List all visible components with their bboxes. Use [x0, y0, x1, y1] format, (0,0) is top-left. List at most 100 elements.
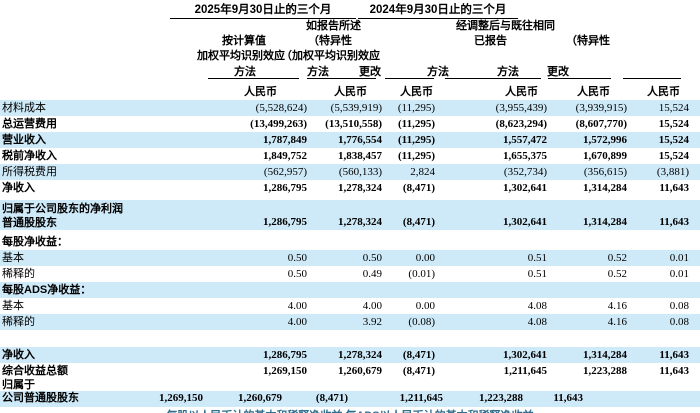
cell-value: 4.00: [362, 300, 382, 312]
cell-value: (356,615): [583, 166, 627, 178]
cell-value: (8,607,770): [575, 118, 627, 130]
sub-header-calculated-value: 按计算值: [222, 35, 266, 47]
row-label: 材料成本: [2, 102, 46, 114]
cell-value: (11,295): [397, 102, 435, 114]
cell-value: 15,524: [658, 150, 689, 162]
row-label: 每股净收益：: [2, 236, 68, 248]
cell-value: 1,260,679: [238, 392, 282, 404]
cell-value: 1,269,150: [263, 365, 307, 377]
cell-value: 4.08: [527, 300, 547, 312]
period-header-2025: 2025年9月30日止的三个月: [170, 1, 356, 19]
table-row: [0, 330, 700, 347]
cell-value: 0.50: [362, 252, 382, 264]
cell-value: (0.08): [408, 316, 435, 328]
table-row: 稀释的 4.00 3.92 (0.08) 4.08 4.16 0.08: [0, 314, 700, 330]
table-row: 所得税费用 (562,957) (560,133) 2,824 (352,734) (35…: [0, 164, 700, 180]
table-row: 基本 4.00 4.00 0.00 4.08 4.16 0.08: [0, 298, 700, 314]
row-label: 净收入: [2, 182, 35, 194]
group-header-as-reported: 如报告所述: [306, 20, 361, 32]
sub-header-reported: 已报告: [474, 35, 507, 47]
cell-value: 3.92: [362, 316, 382, 328]
cell-value: 1,557,472: [503, 134, 547, 146]
cell-value: (3,881): [656, 166, 689, 178]
row-label: 净收入: [2, 349, 35, 361]
cell-value: 1,211,645: [399, 392, 443, 404]
table-row: 税前净收入 1,849,752 1,838,457 (11,295) 1,655,375…: [0, 148, 700, 164]
cell-value: 1,260,679: [338, 365, 382, 377]
cell-value: 1,787,849: [263, 134, 307, 146]
row-label: 税前净收入: [2, 150, 57, 162]
row-label: 基本: [2, 252, 24, 264]
column-underline: [548, 78, 611, 79]
table-row: 归属于公司股东的净利润 普通股股东 1,286,795 1,278,324 (8,471…: [0, 200, 700, 230]
currency-label: 人民币: [505, 86, 538, 98]
row-label: 每股ADS净收益：: [2, 284, 92, 296]
column-underline: [385, 78, 434, 79]
currency-label: 人民币: [577, 86, 610, 98]
cell-value: (11,295): [398, 118, 435, 130]
column-underline: [307, 78, 376, 79]
cell-value: 1,314,284: [583, 216, 627, 228]
table-row: 总运营费用 (13,499,263) (13,510,558) (11,295) (8,…: [0, 116, 700, 132]
cell-value: 1,278,324: [338, 349, 382, 361]
cell-value: 0.49: [362, 268, 382, 280]
cell-value: (8,471): [315, 392, 348, 404]
table-row: 营业收入 1,787,849 1,776,554 (11,295) 1,557,472 1…: [0, 132, 700, 148]
cell-value: (13,499,263): [250, 118, 307, 130]
cell-value: (8,471): [402, 365, 435, 377]
cell-value: 1,302,641: [503, 182, 547, 194]
cell-value: 0.00: [415, 300, 435, 312]
table-row: 稀释的 0.50 0.49 (0.01) 0.51 0.52 0.01: [0, 266, 700, 282]
change-header-1: 更改: [359, 66, 381, 78]
cell-value: 1,223,288: [583, 365, 627, 377]
row-label: 稀释的: [2, 316, 35, 328]
cell-value: 0.00: [415, 252, 435, 264]
sub-header-weighted-average-2: （加权平均识别效应: [281, 50, 380, 62]
cell-value: 4.00: [287, 300, 307, 312]
currency-label: 人民币: [400, 86, 433, 98]
column-underline: [623, 78, 681, 79]
table-body: 材料成本 (5,528,624) (5,539,919) (11,295) (3,955…: [0, 100, 700, 407]
row-label: 营业收入: [2, 134, 46, 146]
cell-value: (11,295): [398, 150, 435, 162]
cell-value: 1,223,288: [479, 392, 523, 404]
cell-value: 11,643: [553, 392, 583, 404]
cell-value: 1,278,324: [338, 216, 382, 228]
cell-value: (8,471): [402, 349, 435, 361]
cell-value: (3,939,915): [575, 102, 627, 114]
cell-value: 11,643: [659, 365, 689, 377]
cell-value: 4.16: [607, 300, 627, 312]
row-label: 稀释的: [2, 268, 35, 280]
method-header-4: 方法: [497, 66, 519, 78]
cell-value: 1,286,795: [263, 182, 307, 194]
cell-value: 15,524: [658, 134, 689, 146]
currency-label: 人民币: [647, 86, 680, 98]
cell-value: 1,655,375: [503, 150, 547, 162]
cell-value: 0.50: [287, 252, 307, 264]
cell-value: 4.16: [607, 316, 627, 328]
cell-value: 11,643: [659, 216, 689, 228]
cell-value: 1,314,284: [583, 349, 627, 361]
cell-value: 11,643: [659, 182, 689, 194]
cell-value: 4.08: [527, 316, 547, 328]
method-header-1: 方法: [234, 66, 256, 78]
table-row: 净收入 1,286,795 1,278,324 (8,471) 1,302,641 1,3…: [0, 347, 700, 363]
cell-value: 1,278,324: [338, 182, 382, 194]
period-header-2024: 2024年9月30日止的三个月: [358, 1, 518, 19]
row-label: 所得税费用: [2, 166, 57, 178]
sub-header-specificity-1: （特异性: [308, 35, 352, 47]
cell-value: 1,314,284: [583, 182, 627, 194]
cell-value: 0.52: [607, 252, 627, 264]
cell-value: 1,670,899: [583, 150, 627, 162]
cell-value: 15,524: [658, 102, 689, 114]
cell-value: 0.51: [527, 252, 547, 264]
column-underline: [445, 78, 541, 79]
table-row: 材料成本 (5,528,624) (5,539,919) (11,295) (3,955…: [0, 100, 700, 116]
group-header-adjusted: 经调整后与既往相同: [456, 20, 555, 32]
cell-value: 1,269,150: [159, 392, 203, 404]
cell-value: (8,623,294): [495, 118, 547, 130]
table-row: 归属于: [0, 379, 700, 391]
cell-value: (3,955,439): [495, 102, 547, 114]
cell-value: 1,572,996: [583, 134, 627, 146]
cell-value: 2,824: [410, 166, 435, 178]
